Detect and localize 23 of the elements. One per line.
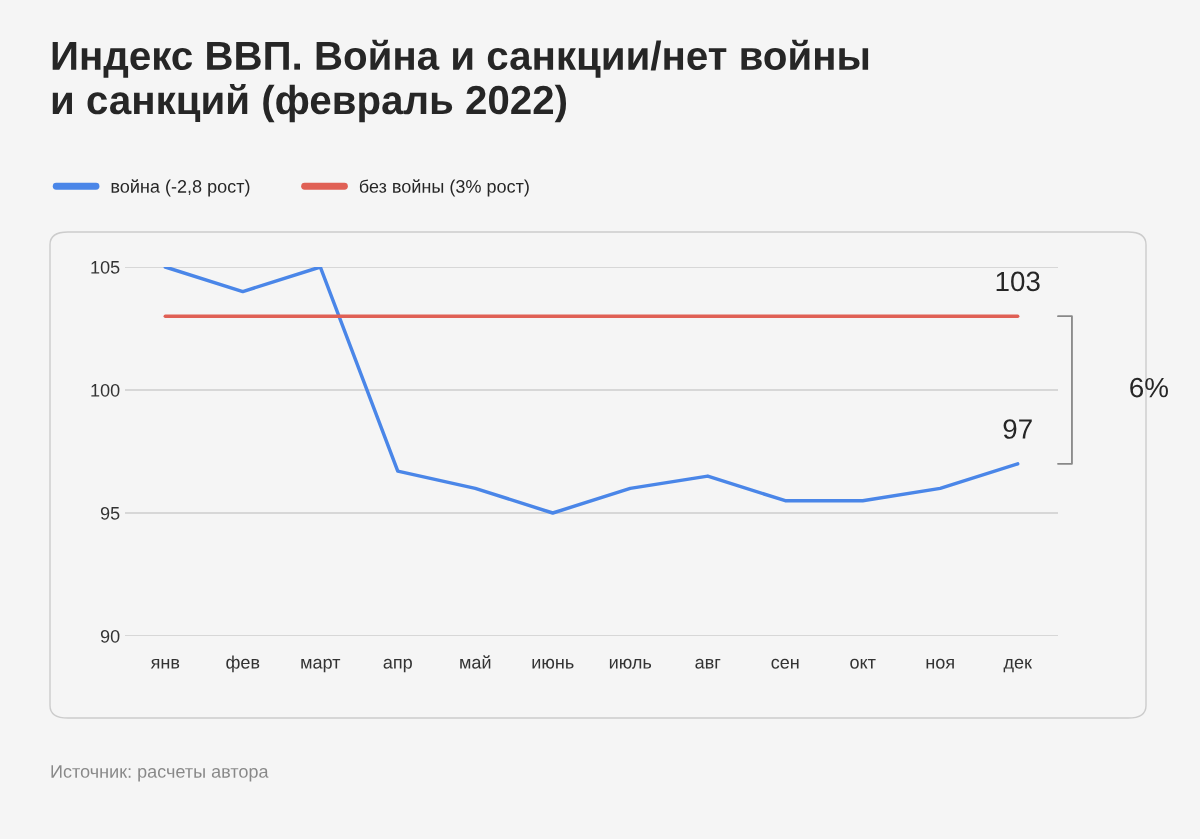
y-tick-label: 90 [100, 629, 120, 643]
annotation: 97 [1003, 419, 1032, 439]
annotation: 103 [996, 271, 1040, 292]
x-tick-label: фев [226, 655, 260, 673]
x-tick-label: июнь [532, 658, 574, 669]
x-tick-label: ноя [926, 658, 954, 669]
legend-label: без войны (3% рост) [359, 179, 529, 197]
y-tick-label: 100 [91, 383, 120, 397]
y-tick-label: 105 [91, 260, 120, 274]
x-tick-label: июль [609, 658, 652, 669]
x-tick-label: сен [771, 658, 799, 669]
chart-title: Индекс ВВП. Война и санкции/нет войны и санкций (февраль 2022) [52, 39, 869, 123]
x-tick-label: апр [383, 658, 412, 673]
text: Источник: расчеты автора [51, 765, 269, 782]
x-tick-label: окт [850, 658, 876, 669]
x-tick-label: март [301, 658, 341, 673]
x-tick-label: янв [150, 658, 180, 669]
x-tick-label: дек [1003, 658, 1033, 673]
y-tick-label: 95 [100, 506, 120, 520]
text: 6% [1130, 377, 1168, 398]
legend-label: война (-2,8 рост) [111, 179, 250, 197]
x-tick-label: авг [695, 658, 721, 669]
x-tick-label: май [460, 655, 491, 669]
